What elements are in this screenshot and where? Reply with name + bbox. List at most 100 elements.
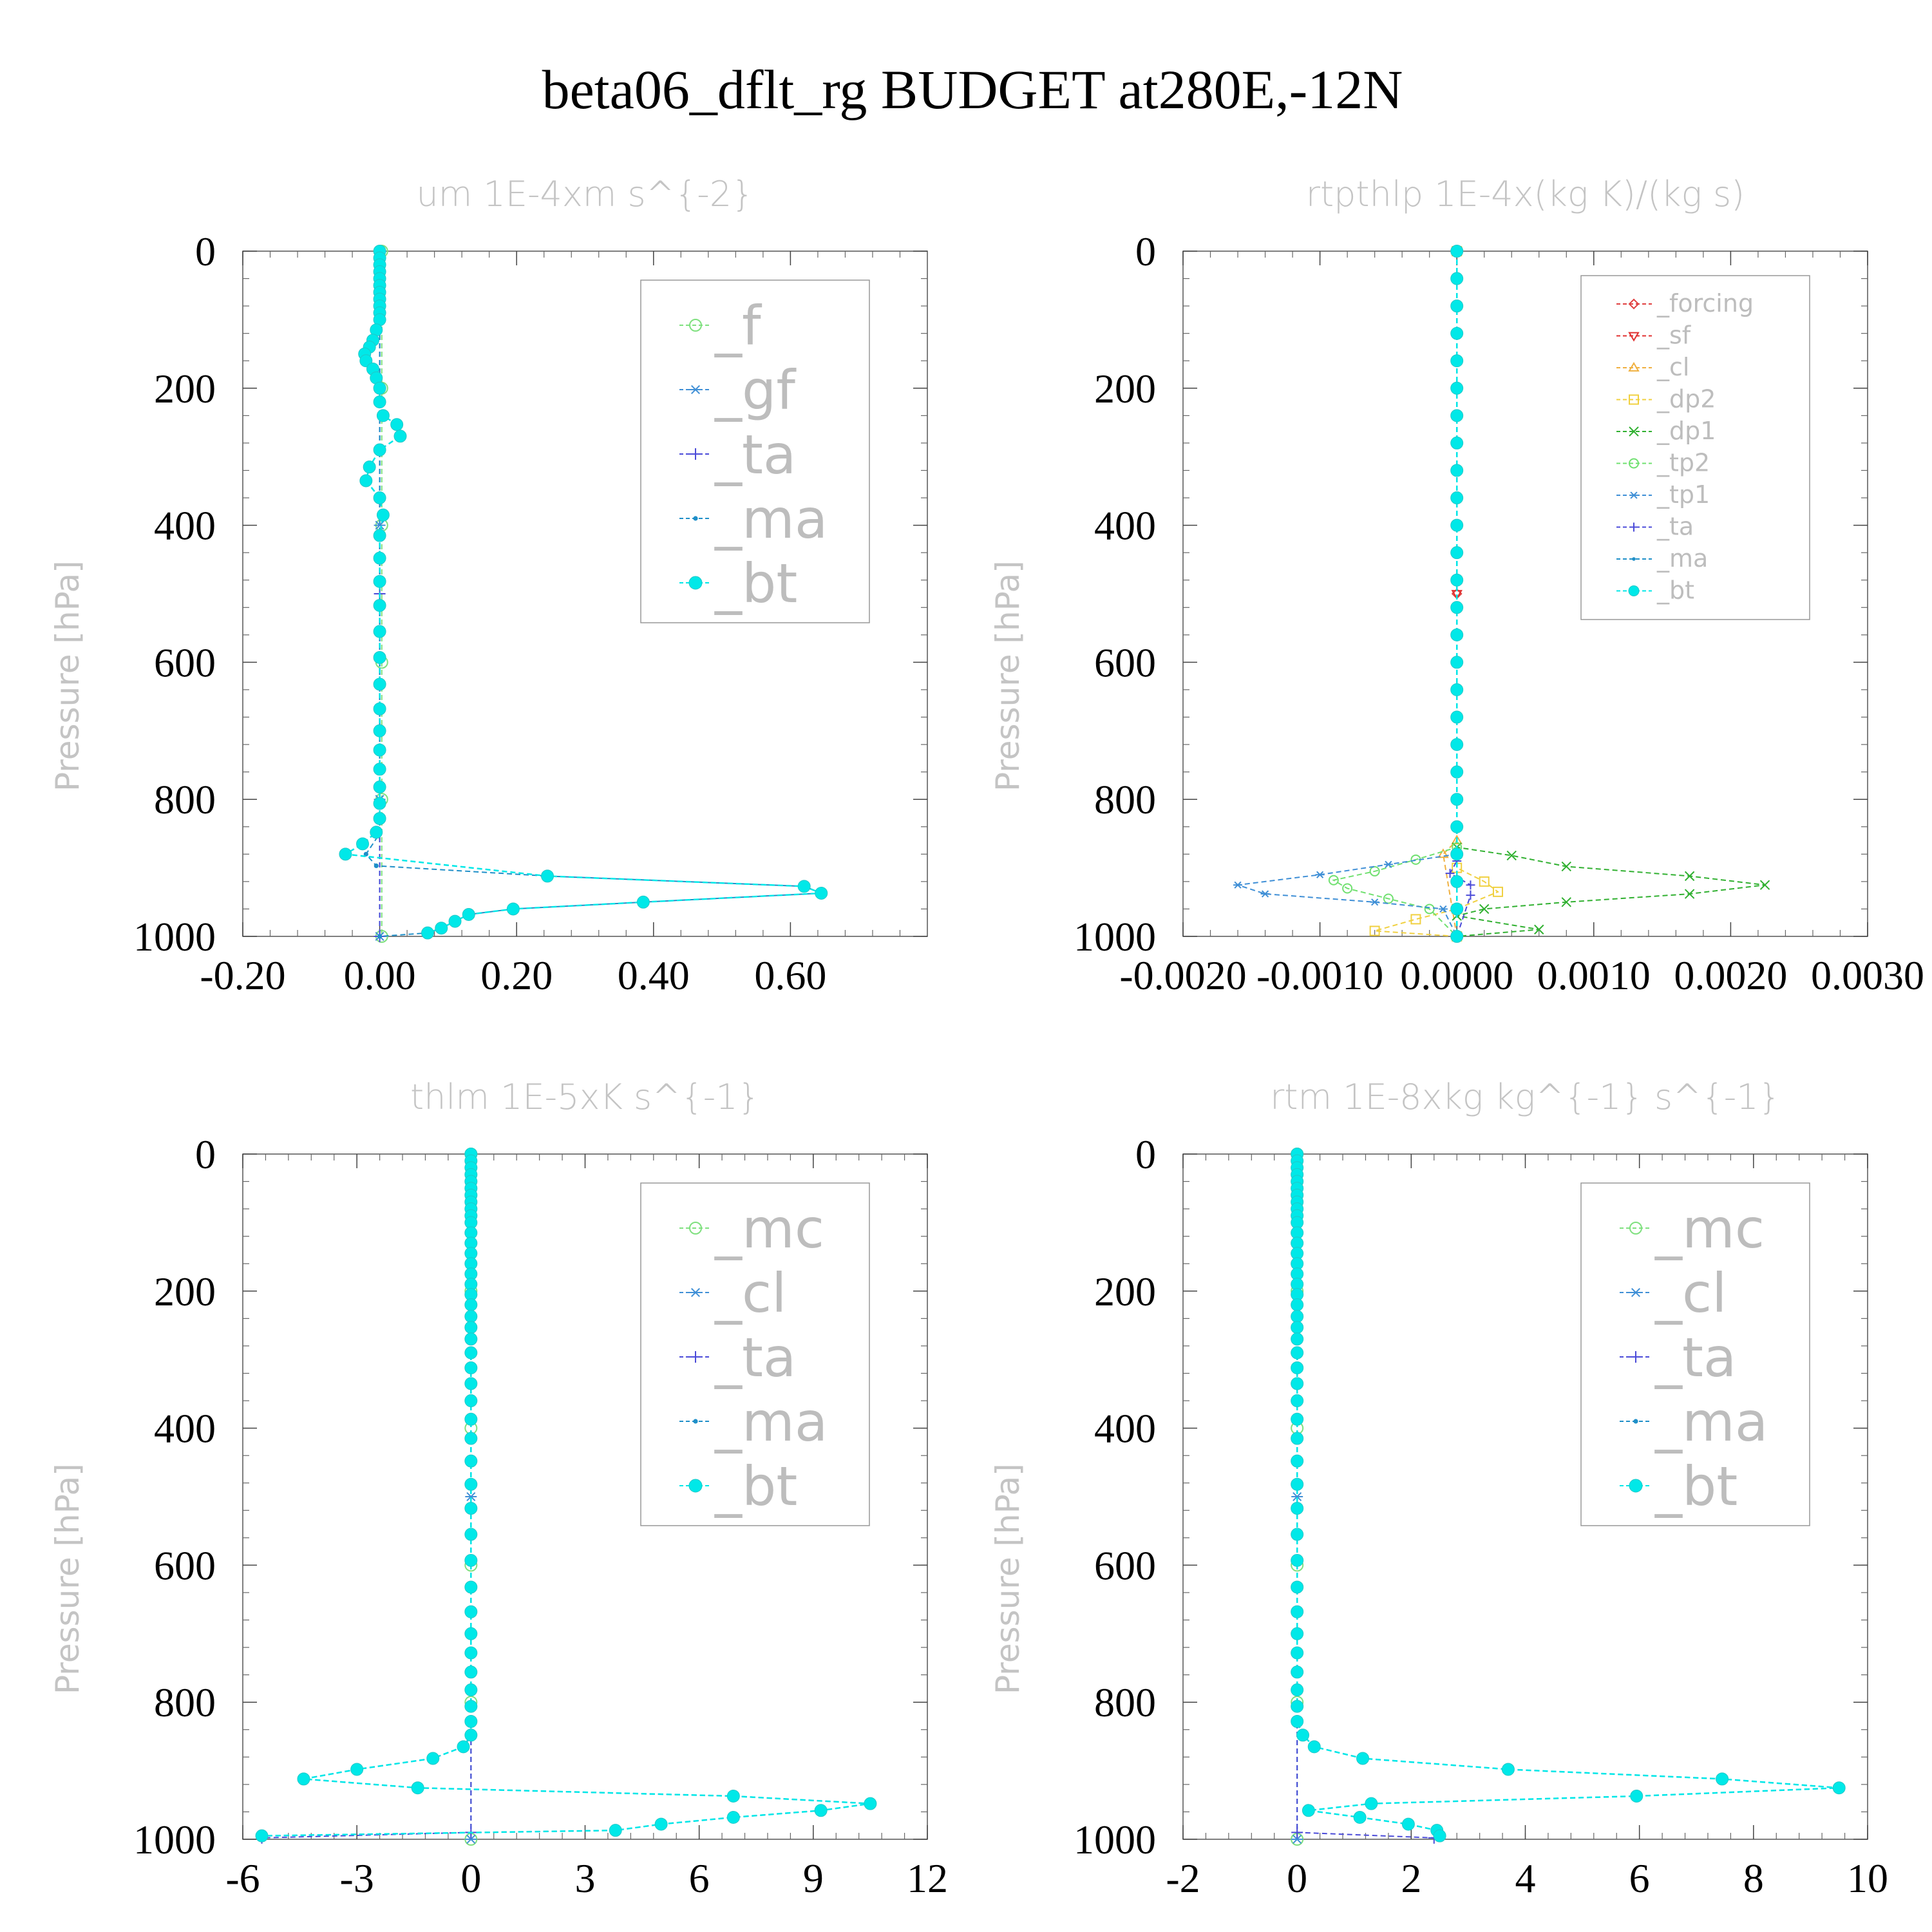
x-tick-label: 0.0020 (1674, 952, 1787, 998)
data-point (1291, 1502, 1304, 1515)
x-tick-label: 4 (1515, 1855, 1536, 1901)
series-bt (255, 1148, 877, 1842)
data-point (654, 1817, 668, 1831)
y-tick-label: 0 (1135, 229, 1156, 274)
data-point (359, 474, 373, 488)
data-point (1630, 1789, 1643, 1803)
x-tick-label: 0.20 (480, 952, 553, 998)
data-point (1450, 848, 1464, 861)
legend-marker (1629, 1479, 1643, 1493)
y-axis-label: Pressure [hPa] (989, 560, 1027, 791)
legend-marker (693, 516, 698, 521)
data-point (373, 702, 386, 715)
data-point (1365, 1797, 1378, 1810)
legend-marker (690, 1287, 701, 1298)
data-point (1450, 464, 1464, 477)
data-point (373, 529, 386, 542)
legend-marker (1628, 585, 1640, 596)
y-tick-label: 600 (154, 639, 216, 685)
data-point (1466, 891, 1475, 900)
data-point (1832, 1781, 1846, 1795)
data-point (1370, 898, 1379, 906)
data-point (464, 1683, 478, 1697)
y-tick-label: 600 (1094, 1542, 1156, 1588)
y-tick-label: 0 (195, 229, 216, 274)
data-point (464, 1361, 478, 1374)
data-point (1291, 1665, 1304, 1679)
x-tick-label: -0.0010 (1256, 952, 1383, 998)
x-tick-label: -6 (225, 1855, 260, 1901)
data-point (815, 886, 828, 900)
chart-panel-2: rtpthlp 1E-4x(kg K)/(kg s) Pressure [hPa]… (989, 174, 1924, 998)
data-point (1450, 930, 1464, 943)
legend-marker (1629, 491, 1638, 499)
legend-label: _cl (714, 1262, 787, 1325)
data-point (726, 1810, 740, 1824)
data-point (464, 1377, 478, 1390)
legend-label: _tp2 (1656, 449, 1710, 477)
x-tick-label: 0.60 (754, 952, 826, 998)
legend: _mc_cl_ta_ma_bt (1580, 1182, 1810, 1526)
data-point (373, 743, 386, 757)
data-point (464, 1714, 478, 1728)
data-point (1450, 902, 1464, 916)
data-point (464, 1477, 478, 1491)
y-tick-label: 1000 (133, 914, 216, 960)
legend-marker (1628, 362, 1640, 372)
data-point (1534, 924, 1544, 935)
data-point (1291, 1310, 1304, 1323)
data-point (411, 1781, 424, 1795)
data-point (1716, 1772, 1729, 1786)
data-point (363, 851, 368, 857)
y-tick-label: 600 (1094, 639, 1156, 685)
data-point (464, 1412, 478, 1426)
legend-label: _ma (1654, 1390, 1768, 1454)
data-point (1450, 656, 1464, 669)
data-point (356, 837, 370, 851)
legend-marker (1630, 1287, 1642, 1298)
x-tick-label: 12 (907, 1855, 948, 1901)
x-tick-label: 2 (1401, 1855, 1421, 1901)
x-tick-label: 3 (575, 1855, 596, 1901)
panels: um 1E-4xm s^{-2}Pressure [hPa]-0.20 0.00 0… (49, 174, 1924, 1901)
x-tick-label: 10 (1847, 1855, 1888, 1901)
y-tick-label: 400 (154, 1406, 216, 1452)
series-line (1332, 251, 1458, 937)
figure-title: beta06_dflt_rg BUDGET at280E,-12N (542, 59, 1403, 120)
data-point (390, 418, 404, 431)
data-point (1450, 436, 1464, 450)
data-point (1383, 860, 1393, 868)
y-tick-label: 0 (1135, 1132, 1156, 1177)
data-point (464, 1502, 478, 1515)
data-point (1291, 1605, 1304, 1618)
x-tick-label: -2 (1166, 1855, 1200, 1901)
data-point (464, 1432, 478, 1445)
data-point (1291, 1834, 1303, 1844)
data-point (1291, 1321, 1304, 1334)
panel-title: rtm 1E-8xkg kg^{-1} s^{-1} (1270, 1077, 1781, 1117)
data-point (448, 914, 462, 928)
data-point (1450, 409, 1464, 422)
data-point (1438, 905, 1448, 913)
data-point (1410, 914, 1421, 925)
data-point (1342, 883, 1353, 894)
legend-label: _mc (1654, 1197, 1765, 1260)
data-point (464, 1728, 478, 1742)
y-tick-label: 400 (1094, 503, 1156, 549)
data-point (376, 409, 390, 422)
data-point (1328, 875, 1339, 886)
data-point (1450, 546, 1464, 560)
data-point (1450, 875, 1464, 888)
data-point (464, 1700, 478, 1713)
y-tick-label: 200 (154, 366, 216, 412)
series-line (1449, 251, 1472, 937)
data-point (373, 551, 386, 565)
data-point (1424, 904, 1435, 914)
y-tick-label: 200 (1094, 1269, 1156, 1314)
y-tick-label: 400 (1094, 1406, 1156, 1452)
data-point (297, 1772, 310, 1786)
data-point (1450, 765, 1464, 779)
data-point (1291, 1346, 1304, 1359)
data-point (609, 1824, 622, 1837)
data-point (797, 880, 811, 893)
